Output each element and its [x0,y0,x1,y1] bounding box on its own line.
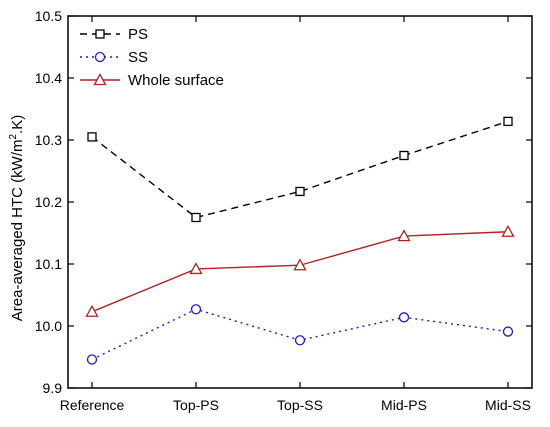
legend: PS SS Whole surface [80,26,224,89]
x-tick-label: Mid-PS [381,397,427,413]
data-point [294,335,306,346]
x-tick-label: Top-SS [277,397,323,413]
series-whole-surface [85,224,515,317]
legend-marker [94,51,106,63]
x-tick-label: Reference [60,397,125,413]
legend-marker [93,73,107,86]
data-point [86,354,98,365]
data-point [502,326,514,337]
y-tick-label: 10.2 [35,194,62,210]
y-axis-ticks: 9.9 10.0 10.1 10.2 10.3 10.4 10.5 [35,8,532,396]
y-axis-label-main: Area-averaged HTC (kW/m [9,140,26,322]
data-point [85,304,99,317]
legend-label: Whole surface [128,72,224,89]
y-tick-label: 10.4 [35,70,62,86]
legend-marker [95,29,105,39]
data-point [398,312,410,323]
data-point [399,150,409,161]
series-layer [85,116,515,365]
y-tick-label: 9.9 [43,380,63,396]
data-point [293,258,307,271]
y-axis-label: Area-averaged HTC (kW/m2.K) [8,115,26,321]
y-tick-label: 10.3 [35,132,62,148]
legend-item: PS [80,26,148,43]
data-point [501,224,515,237]
series-line [91,308,509,361]
series-line [91,120,509,219]
y-tick-label: 10.0 [35,318,62,334]
series-ss [86,304,514,365]
data-point [189,262,203,275]
data-point [295,186,305,197]
data-point [503,116,513,127]
legend-item: Whole surface [80,72,224,89]
legend-label: PS [128,26,148,43]
legend-item: SS [80,49,148,66]
data-point [397,229,411,242]
series-line [91,231,509,313]
y-tick-label: 10.5 [35,8,62,24]
y-axis-label-tail: .K) [9,115,26,134]
y-tick-label: 10.1 [35,256,62,272]
data-point [190,304,202,315]
series-ps [87,116,513,223]
x-tick-label: Top-PS [173,397,219,413]
x-axis-ticks: Reference Top-PS Top-SS Mid-PS Mid-SS [60,16,531,413]
x-tick-label: Mid-SS [485,397,531,413]
legend-label: SS [128,49,148,66]
data-point [191,212,201,223]
data-point [87,132,97,142]
y-axis-label-superscript: 2 [8,134,19,140]
